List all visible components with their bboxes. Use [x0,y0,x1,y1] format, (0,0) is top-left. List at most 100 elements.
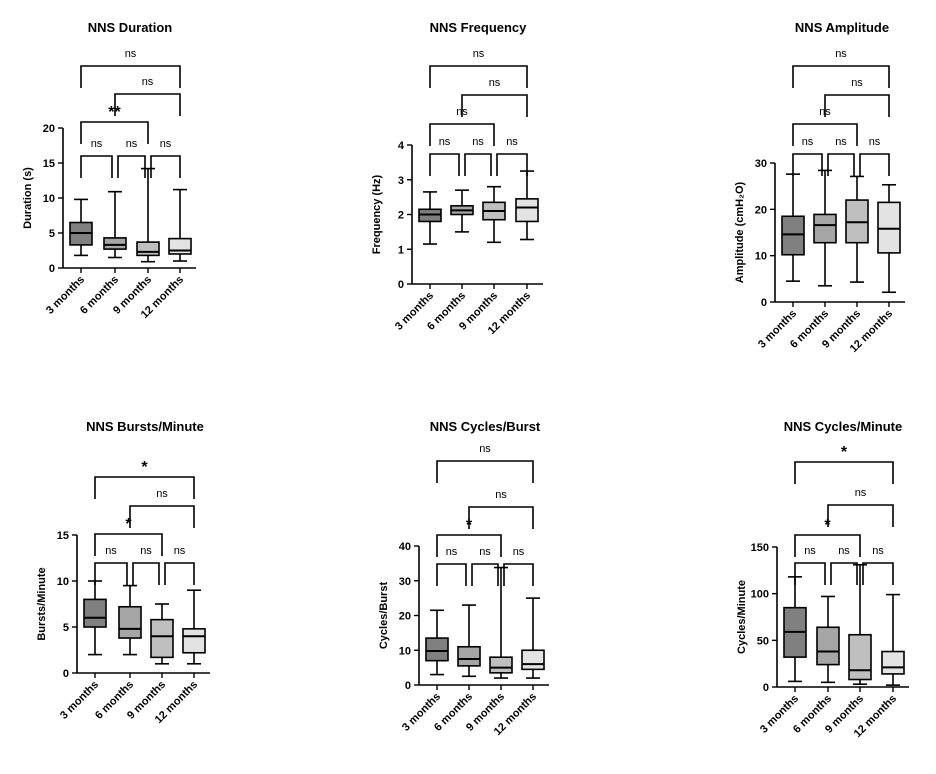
iqr-box [118,605,142,639]
significance-bracket [80,121,149,144]
y-tick-label: 0 [761,297,767,309]
significance-bracket [114,93,181,116]
significance-label: ns [142,76,154,88]
significance-label: ns [855,487,867,499]
significance-bracket [496,153,528,176]
box-plot-3 [150,603,174,665]
significance-label: ns [835,48,847,60]
y-tick-label: 5 [63,622,69,634]
significance-bracket [503,563,534,586]
box-plot-3 [845,175,869,283]
y-tick-label: 10 [755,251,767,263]
box-plot-4 [168,188,192,262]
y-axis-label: Bursts/Minute [36,567,48,640]
chart-title: NNS Duration [88,20,173,35]
significance-bracket [129,505,195,528]
y-tick-label: 10 [43,193,55,205]
significance-label: ns [473,48,485,60]
iqr-box [521,649,545,671]
box-plot-2 [816,595,840,684]
chart-title: NNS Cycles/Minute [784,419,902,434]
significance-label: ns [489,77,501,89]
box-plot-4 [515,170,539,241]
chart-title: NNS Frequency [430,20,528,35]
significance-bracket [429,65,528,88]
box-plot-3 [489,566,513,679]
significance-label: ns [472,136,484,148]
iqr-box [781,215,805,256]
significance-bracket [471,563,499,586]
significance-label: ns [851,77,863,89]
significance-bracket [824,94,890,117]
box-plot-1 [69,198,93,257]
significance-bracket [794,461,894,484]
iqr-box [816,626,840,666]
y-tick-label: 0 [63,668,69,680]
box-plot-4 [881,593,905,686]
y-tick-label: 5 [49,228,55,240]
y-tick-label: 0 [49,263,55,275]
significance-bracket [436,563,467,586]
significance-label: ns [126,138,138,150]
significance-bracket [80,155,113,178]
y-tick-label: 50 [757,635,769,647]
box-plot-4 [521,597,545,679]
significance-label: ns [513,546,525,558]
significance-bracket [794,534,861,557]
y-tick-label: 10 [399,645,411,657]
significance-bracket [436,534,502,557]
significance-bracket [859,153,890,176]
significance-label: * [841,444,848,461]
significance-label: ns [91,138,103,150]
iqr-box [515,198,539,223]
iqr-box [150,618,174,659]
y-tick-label: 10 [57,576,69,588]
box-plot-2 [813,169,837,287]
box-plot-1 [781,173,805,282]
y-axis-label: Cycles/Burst [378,582,390,650]
significance-bracket [827,153,855,176]
significance-bracket [792,65,890,88]
significance-bracket [94,533,163,556]
box-plot-4 [877,183,901,294]
y-tick-label: 2 [398,210,404,222]
box-plot-3 [136,167,160,263]
significance-bracket [862,562,894,585]
significance-bracket [132,562,160,585]
significance-bracket [468,506,534,529]
y-tick-label: 4 [398,140,405,152]
y-tick-label: 30 [755,158,767,170]
significance-bracket [436,460,534,483]
significance-label: ns [479,546,491,558]
significance-bracket [461,94,528,117]
y-tick-label: 40 [399,541,411,553]
box-plot-4 [182,589,206,665]
y-axis-label: Amplitude (cmH₂O) [734,181,746,283]
chart-title: NNS Amplitude [795,20,889,35]
iqr-box [813,213,837,244]
iqr-box [848,633,872,681]
y-tick-label: 20 [43,123,55,135]
significance-bracket [792,123,858,146]
significance-label: ns [160,138,172,150]
significance-bracket [164,562,195,585]
significance-label: ns [446,546,458,558]
significance-label: ns [495,489,507,501]
y-tick-label: 100 [751,589,769,601]
y-tick-label: 0 [763,682,769,694]
y-tick-label: 20 [755,204,767,216]
iqr-box [182,628,206,654]
box-plot-2 [457,604,481,678]
box-plot-2 [450,189,474,233]
iqr-box [425,637,449,662]
significance-bracket [792,153,823,176]
y-tick-label: 15 [43,158,55,170]
significance-label: ns [804,545,816,557]
iqr-box [457,645,481,667]
significance-bracket [429,153,460,176]
